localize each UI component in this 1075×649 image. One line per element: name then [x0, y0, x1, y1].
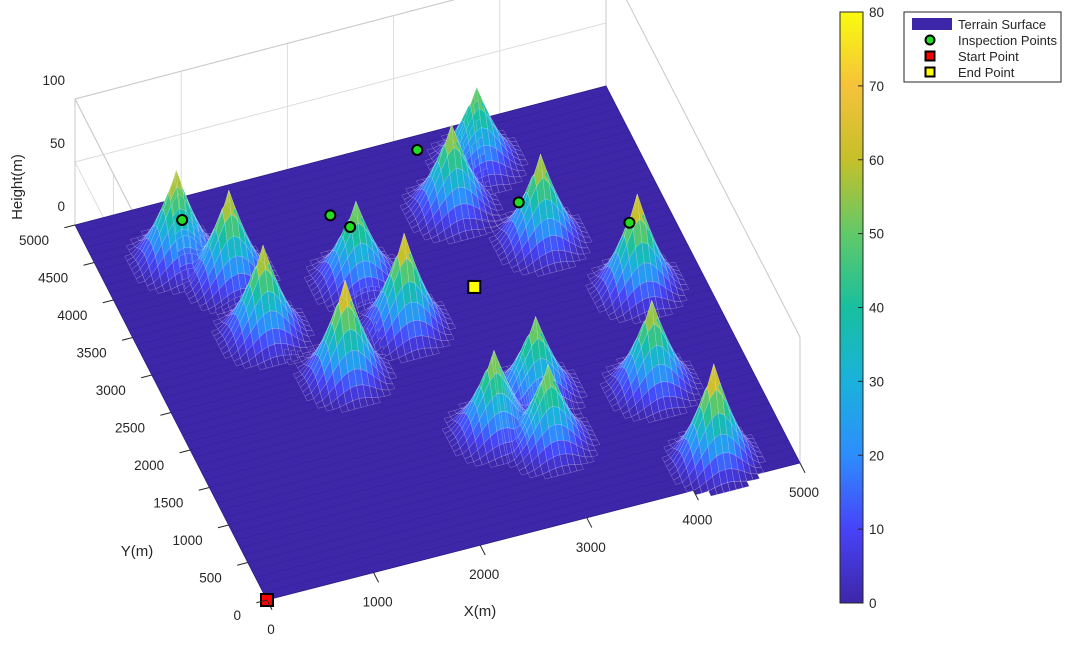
colorbar-tick-label: 50: [869, 227, 884, 242]
legend-label: Start Point: [958, 49, 1019, 64]
legend-label: Inspection Points: [958, 33, 1058, 48]
y-tick-mark: [160, 413, 171, 416]
x-tick-mark: [800, 463, 805, 473]
x-tick-label: 5000: [789, 485, 819, 500]
colorbar-tick-label: 70: [869, 79, 884, 94]
inspection-point-marker: [514, 197, 524, 207]
y-tick-mark: [141, 375, 152, 378]
y-tick-label: 5000: [19, 233, 49, 248]
x-tick-label: 3000: [576, 540, 606, 555]
x-axis-label: X(m): [464, 603, 497, 620]
axes-box-edge: [75, 0, 606, 99]
inspection-point-marker: [412, 145, 422, 155]
legend-label: End Point: [958, 65, 1015, 80]
z-tick-label: 50: [50, 136, 65, 151]
colorbar-tick-label: 80: [869, 5, 884, 20]
legend-swatch-point: [926, 68, 935, 77]
y-tick-label: 2000: [134, 458, 164, 473]
y-tick-mark: [199, 488, 210, 491]
x-tick-label: 1000: [363, 595, 393, 610]
colorbar-tick-label: 0: [869, 596, 877, 611]
y-tick-label: 2500: [115, 421, 145, 436]
colorbar-tick-label: 20: [869, 448, 884, 463]
z-tick-label: 100: [42, 73, 65, 88]
inspection-point-marker: [177, 215, 187, 225]
y-tick-mark: [64, 225, 75, 228]
y-tick-label: 1000: [173, 533, 203, 548]
y-tick-label: 4000: [57, 308, 87, 323]
colorbar-tick-label: 60: [869, 153, 884, 168]
z-axis-label: Height(m): [9, 154, 26, 220]
x-tick-mark: [480, 545, 485, 555]
y-tick-mark: [218, 525, 229, 528]
y-tick-mark: [237, 563, 248, 566]
end-point-marker: [468, 281, 480, 293]
y-tick-label: 1500: [153, 496, 183, 511]
inspection-point-marker: [624, 218, 634, 228]
inspection-point-marker: [345, 222, 355, 232]
y-tick-label: 4500: [38, 271, 68, 286]
legend-swatch-inspection: [926, 36, 935, 45]
y-tick-label: 3000: [96, 383, 126, 398]
colorbar: 0 10 20 30 40 50 60 70 80: [840, 5, 884, 611]
legend-label: Terrain Surface: [958, 17, 1046, 32]
y-tick-label: 3500: [77, 346, 107, 361]
x-tick-mark: [374, 573, 379, 583]
colorbar-tick-label: 10: [869, 522, 884, 537]
y-axis-label: Y(m): [121, 543, 154, 560]
y-tick-label: 500: [199, 571, 222, 586]
x-tick-label: 0: [267, 622, 275, 637]
y-tick-label: 0: [233, 608, 241, 623]
colorbar-tick-label: 30: [869, 374, 884, 389]
legend-swatch-terrain: [912, 18, 952, 30]
inspection-point-marker: [325, 210, 335, 220]
x-tick-mark: [587, 518, 592, 528]
y-tick-mark: [122, 338, 133, 341]
y-tick-mark: [103, 300, 114, 303]
legend-swatch-point: [926, 52, 935, 61]
y-tick-mark: [84, 263, 95, 266]
y-tick-mark: [180, 450, 191, 453]
z-tick-label: 0: [57, 199, 65, 214]
x-tick-label: 2000: [469, 567, 499, 582]
colorbar-tick-label: 40: [869, 301, 884, 316]
x-tick-label: 4000: [682, 512, 712, 527]
